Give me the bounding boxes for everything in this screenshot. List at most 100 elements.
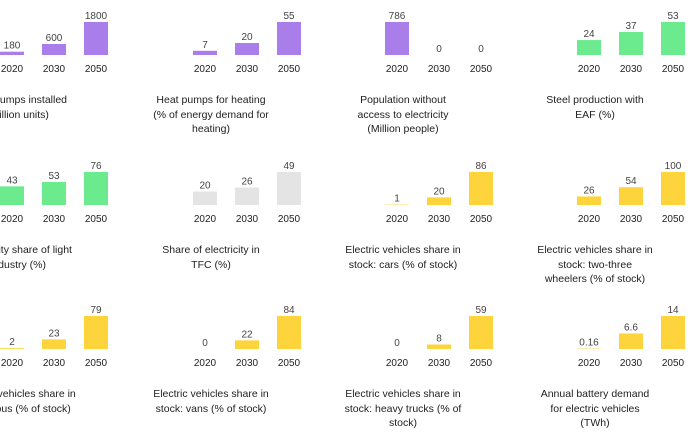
bar — [619, 333, 643, 349]
chart-panel: 1 2020 20 2030 86 2050 Electric vehicles share… — [323, 160, 493, 307]
bar — [235, 340, 259, 349]
data-label: 79 — [90, 305, 102, 316]
chart-title: Electric vehicles share in stock: bus (% … — [0, 387, 98, 416]
x-tick-label: 2050 — [662, 358, 685, 369]
x-tick-label: 2020 — [194, 358, 217, 369]
data-label: 0 — [394, 338, 400, 349]
x-tick-label: 2050 — [278, 358, 301, 369]
x-tick-label: 2030 — [428, 64, 451, 75]
chart-panel: 26 2020 54 2030 100 2050 Electric vehicles sha… — [515, 160, 685, 307]
chart-title-line: stock) — [388, 417, 417, 429]
data-label: 786 — [389, 11, 406, 22]
x-tick-label: 2020 — [386, 214, 409, 225]
data-label: 20 — [433, 186, 445, 197]
data-label: 7 — [202, 40, 208, 51]
x-tick-label: 2020 — [194, 214, 217, 225]
bar — [84, 316, 108, 349]
data-label: 24 — [583, 29, 595, 40]
chart-title-line: Steel production with — [546, 94, 644, 106]
x-tick-label: 2050 — [470, 214, 493, 225]
x-tick-label: 2030 — [236, 358, 259, 369]
data-label: 23 — [48, 328, 60, 339]
chart-title-line: heating) — [192, 123, 230, 135]
bar-chart: 0.16 2020 6.6 2030 14 2050 — [577, 305, 685, 369]
chart-panel: 0 2020 8 2030 59 2050 Electric vehicles share … — [323, 304, 493, 441]
bar — [661, 316, 685, 349]
x-tick-label: 2020 — [578, 64, 601, 75]
x-tick-label: 2020 — [578, 214, 601, 225]
chart-panel: 20 2020 26 2030 49 2050 Share of electricity i… — [131, 160, 301, 307]
x-tick-label: 2030 — [620, 64, 643, 75]
x-tick-label: 2050 — [85, 358, 108, 369]
bar-chart: 24 2020 37 2030 53 2050 — [577, 11, 685, 75]
x-tick-label: 2020 — [1, 358, 24, 369]
x-tick-label: 2020 — [194, 64, 217, 75]
chart-title: Steel production with EAF (%) — [515, 93, 675, 122]
chart-title: Electric vehicles share in stock: vans (%… — [131, 387, 291, 416]
data-label: 600 — [46, 33, 63, 44]
chart-title: Electricity share of light industry (%) — [0, 243, 98, 272]
bar — [277, 316, 301, 349]
data-label: 22 — [241, 329, 253, 340]
x-tick-label: 2030 — [620, 358, 643, 369]
chart-title: Electric vehicles share in stock: heavy t… — [323, 387, 483, 431]
bar — [42, 339, 66, 349]
data-label: 55 — [283, 11, 295, 22]
chart-title-line: access to electricity — [357, 108, 449, 121]
x-tick-label: 2020 — [386, 358, 409, 369]
chart-title-line: Electricity share of light — [0, 244, 72, 256]
bar — [235, 187, 259, 205]
data-label: 43 — [6, 175, 18, 186]
chart-title: Heat pumps for heating (% of energy deman… — [131, 93, 291, 137]
chart-title-line: (Million people) — [367, 123, 439, 135]
bar-chart: 0 2020 22 2030 84 2050 — [194, 305, 301, 369]
bar — [427, 344, 451, 349]
data-label: 180 — [4, 41, 21, 52]
chart-title-line: Population without — [360, 94, 446, 106]
data-label: 2 — [9, 337, 15, 348]
data-label: 49 — [283, 161, 295, 172]
x-tick-label: 2030 — [43, 64, 66, 75]
chart-title: Electric vehicles share in stock: cars (%… — [323, 243, 483, 272]
x-tick-label: 2050 — [85, 214, 108, 225]
chart-title: Electric vehicles share in stock: two-thr… — [515, 243, 675, 287]
x-tick-label: 2050 — [470, 64, 493, 75]
data-label: 26 — [583, 185, 595, 196]
data-label: 20 — [199, 181, 211, 192]
x-tick-label: 2030 — [236, 214, 259, 225]
x-tick-label: 2050 — [470, 358, 493, 369]
chart-panel: 7 2020 20 2030 55 2050 Heat pumps for heating(… — [131, 10, 301, 157]
chart-title-line: stock: bus (% of stock) — [0, 402, 71, 415]
chart-panel: 24 2020 37 2030 53 2050 Steel production with E… — [515, 10, 685, 157]
data-label: 20 — [241, 32, 253, 43]
chart-title-line: Share of electricity in — [162, 244, 260, 256]
x-tick-label: 2050 — [278, 64, 301, 75]
data-label: 0 — [202, 338, 208, 349]
bar-chart: 0 2020 8 2030 59 2050 — [386, 305, 493, 369]
data-label: 100 — [665, 161, 682, 172]
bar — [385, 22, 409, 55]
chart-title-line: Heat pumps installed — [0, 94, 68, 106]
bar — [469, 316, 493, 349]
chart-title-line: stock: vans (% of stock) — [155, 402, 267, 415]
data-label: 37 — [625, 21, 637, 32]
chart-title-line: for electric vehicles — [550, 402, 640, 415]
bar — [469, 172, 493, 205]
chart-title: Heat pumps installed (Million units) — [0, 93, 98, 122]
data-label: 14 — [667, 305, 679, 316]
bar — [277, 22, 301, 55]
data-label: 8 — [436, 334, 442, 345]
bar — [84, 172, 108, 205]
chart-panel: 0 2020 22 2030 84 2050 Electric vehicles share… — [131, 304, 301, 441]
bar — [427, 197, 451, 205]
data-label: 0 — [478, 44, 484, 55]
chart-title-line: Electric vehicles share in — [537, 244, 653, 256]
bar-chart: 43 2020 53 2030 76 2050 — [0, 161, 108, 225]
data-label: 54 — [625, 176, 637, 187]
bar — [193, 50, 217, 55]
data-label: 84 — [283, 305, 295, 316]
chart-title-line: (TWh) — [580, 417, 610, 429]
bar-chart: 26 2020 54 2030 100 2050 — [577, 161, 685, 225]
chart-panel: 43 2020 53 2030 76 2050 Electricity share of l… — [0, 160, 108, 307]
